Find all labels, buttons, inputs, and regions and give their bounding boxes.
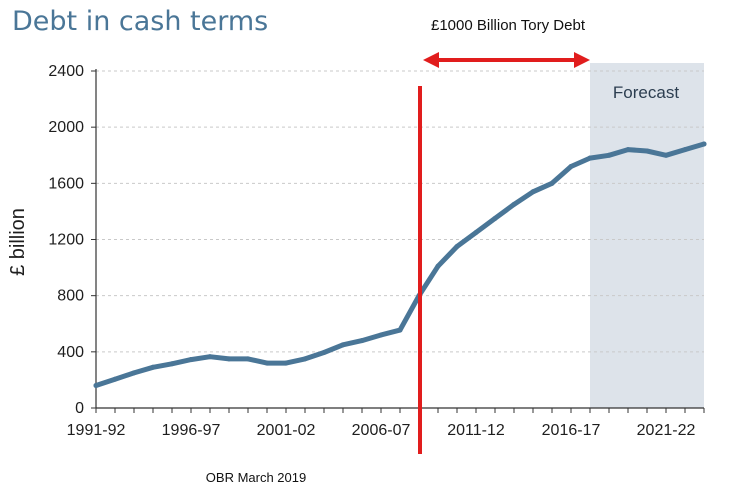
x-tick-labels: 1991-92 1996-97 2001-02 2006-07 2011-12 2016-… <box>67 422 696 439</box>
annotation-text: £1000 Billion Tory Debt <box>431 17 586 34</box>
x-tick-label: 1996-97 <box>162 422 221 439</box>
data-point <box>112 376 118 382</box>
data-point <box>131 370 137 376</box>
data-point <box>625 147 631 153</box>
chart-title: Debt in cash terms <box>12 6 268 37</box>
data-point <box>473 229 479 235</box>
y-tick-label: 1600 <box>48 175 84 192</box>
x-tick-label: 2021-22 <box>637 422 696 439</box>
data-point <box>701 141 707 147</box>
debt-series-points <box>93 141 707 389</box>
axes <box>91 69 705 413</box>
data-point <box>511 201 517 207</box>
data-point <box>492 215 498 221</box>
data-point <box>359 338 365 344</box>
y-tick-label: 0 <box>75 400 84 417</box>
data-point <box>644 148 650 154</box>
data-point <box>606 152 612 158</box>
debt-range-arrow <box>423 52 590 68</box>
data-point <box>226 356 232 362</box>
data-point <box>302 356 308 362</box>
y-tick-label: 800 <box>57 288 84 305</box>
y-tick-label: 1200 <box>48 232 84 249</box>
y-tick-label: 2000 <box>48 119 84 136</box>
data-point <box>397 327 403 333</box>
x-tick-label: 2006-07 <box>352 422 411 439</box>
forecast-shaded-region <box>590 63 704 408</box>
arrow-head-right <box>574 52 590 68</box>
data-point <box>150 364 156 370</box>
data-point <box>283 360 289 366</box>
data-point <box>663 152 669 158</box>
data-point <box>245 356 251 362</box>
data-point <box>454 244 460 250</box>
data-point <box>264 360 270 366</box>
x-tick-label: 2001-02 <box>257 422 316 439</box>
data-point <box>587 155 593 161</box>
data-point <box>435 263 441 269</box>
arrow-head-left <box>423 52 439 68</box>
y-tick-label: 2400 <box>48 63 84 80</box>
data-point <box>340 342 346 348</box>
gridlines <box>96 70 704 353</box>
source-note: OBR March 2019 <box>206 470 306 485</box>
data-point <box>321 350 327 356</box>
data-point <box>207 354 213 360</box>
y-tick-label: 400 <box>57 344 84 361</box>
data-point <box>549 180 555 186</box>
data-point <box>568 163 574 169</box>
data-point <box>378 332 384 338</box>
y-axis-label: £ billion <box>7 208 29 276</box>
data-point <box>169 361 175 367</box>
x-tick-label: 2011-12 <box>447 422 505 439</box>
x-tick-label: 1991-92 <box>67 422 126 439</box>
data-point <box>530 189 536 195</box>
forecast-label: Forecast <box>613 83 679 102</box>
data-point <box>682 147 688 153</box>
data-point <box>93 383 99 389</box>
x-tick-label: 2016-17 <box>542 422 601 439</box>
y-tick-labels: 0 400 800 1200 1600 2000 2400 <box>48 63 84 417</box>
data-point <box>188 357 194 363</box>
